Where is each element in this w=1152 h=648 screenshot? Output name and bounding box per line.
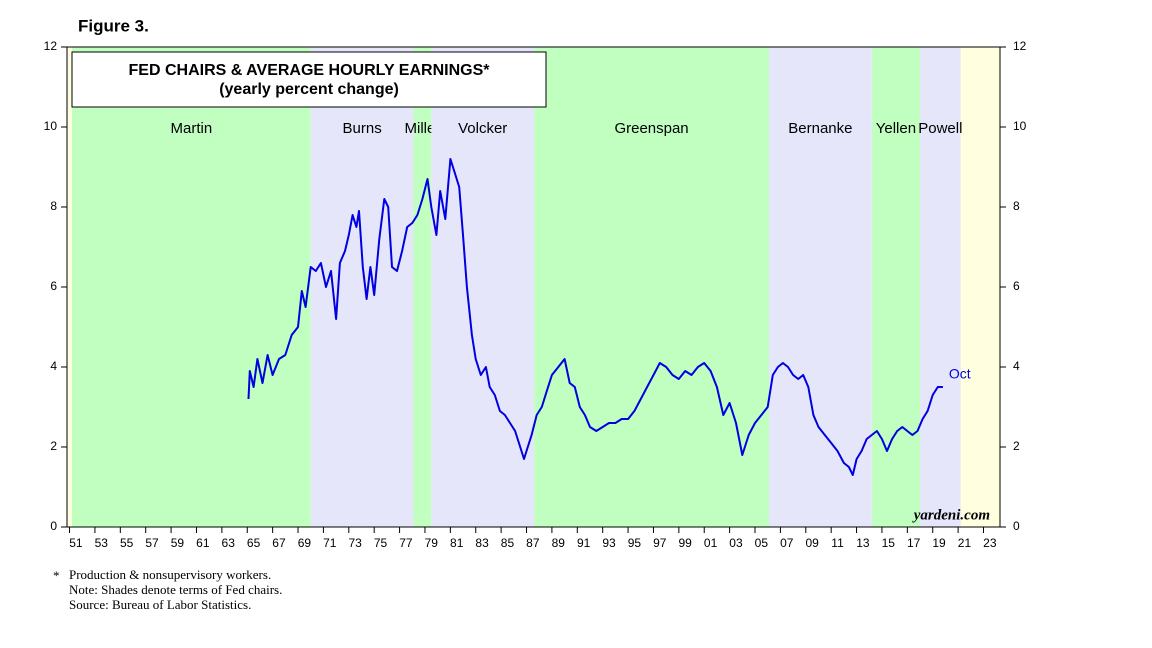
x-tick-label: 55 bbox=[120, 536, 134, 550]
x-tick-label: 61 bbox=[196, 536, 210, 550]
chair-label: Bernanke bbox=[788, 120, 852, 137]
x-tick-label: 09 bbox=[805, 536, 819, 550]
y2-tick-label: 6 bbox=[1013, 279, 1020, 293]
x-tick-label: 59 bbox=[171, 536, 185, 550]
x-tick-label: 07 bbox=[780, 536, 794, 550]
chair-label: Burns bbox=[343, 120, 382, 137]
x-tick-label: 67 bbox=[272, 536, 286, 550]
x-tick-label: 13 bbox=[856, 536, 870, 550]
footnote: Source: Bureau of Labor Statistics. bbox=[69, 597, 251, 612]
y2-tick-label: 10 bbox=[1013, 119, 1027, 133]
x-tick-label: 15 bbox=[882, 536, 896, 550]
y-tick-label: 6 bbox=[50, 279, 57, 293]
chair-band bbox=[413, 47, 432, 527]
y2-tick-label: 2 bbox=[1013, 439, 1020, 453]
y-tick-label: 12 bbox=[44, 39, 58, 53]
x-tick-label: 99 bbox=[679, 536, 693, 550]
y2-tick-label: 12 bbox=[1013, 39, 1027, 53]
x-tick-label: 79 bbox=[425, 536, 439, 550]
x-tick-label: 69 bbox=[298, 536, 312, 550]
x-tick-label: 95 bbox=[628, 536, 642, 550]
x-tick-label: 65 bbox=[247, 536, 261, 550]
x-tick-label: 81 bbox=[450, 536, 464, 550]
x-tick-label: 57 bbox=[145, 536, 159, 550]
annotation: Oct bbox=[949, 366, 971, 382]
x-tick-label: 87 bbox=[526, 536, 540, 550]
x-tick-label: 53 bbox=[95, 536, 109, 550]
y2-tick-label: 0 bbox=[1013, 519, 1020, 533]
y-tick-label: 0 bbox=[50, 519, 57, 533]
x-tick-label: 85 bbox=[501, 536, 515, 550]
x-tick-label: 77 bbox=[399, 536, 413, 550]
y2-tick-label: 8 bbox=[1013, 199, 1020, 213]
y-tick-label: 2 bbox=[50, 439, 57, 453]
x-tick-label: 83 bbox=[475, 536, 489, 550]
y-tick-label: 8 bbox=[50, 199, 57, 213]
x-tick-label: 75 bbox=[374, 536, 388, 550]
x-tick-label: 21 bbox=[958, 536, 972, 550]
x-tick-label: 23 bbox=[983, 536, 997, 550]
footnote: Note: Shades denote terms of Fed chairs. bbox=[69, 582, 282, 597]
chart-title: FED CHAIRS & AVERAGE HOURLY EARNINGS* bbox=[129, 62, 491, 79]
title-box bbox=[71, 51, 547, 108]
x-tick-label: 63 bbox=[222, 536, 236, 550]
chair-band bbox=[920, 47, 961, 527]
x-tick-label: 73 bbox=[348, 536, 362, 550]
chair-band bbox=[534, 47, 769, 527]
x-tick-label: 03 bbox=[729, 536, 743, 550]
footnote: * bbox=[53, 568, 60, 583]
chart-subtitle: (yearly percent change) bbox=[219, 81, 399, 98]
x-tick-label: 19 bbox=[932, 536, 946, 550]
chair-label: Volcker bbox=[458, 120, 507, 137]
x-tick-label: 71 bbox=[323, 536, 337, 550]
x-tick-label: 17 bbox=[907, 536, 921, 550]
x-tick-label: 97 bbox=[653, 536, 667, 550]
y2-tick-label: 4 bbox=[1013, 359, 1020, 373]
earnings-line bbox=[247, 158, 943, 476]
x-tick-label: 11 bbox=[831, 536, 844, 550]
footnote: Production & nonsupervisory workers. bbox=[69, 567, 271, 582]
x-tick-label: 05 bbox=[755, 536, 769, 550]
y-tick-label: 4 bbox=[50, 359, 57, 373]
x-tick-label: 01 bbox=[704, 536, 718, 550]
chair-label: Yellen bbox=[876, 120, 916, 137]
chair-band bbox=[72, 47, 311, 527]
chair-label: Martin bbox=[171, 120, 213, 137]
x-tick-label: 91 bbox=[577, 536, 591, 550]
chair-band bbox=[310, 47, 414, 527]
chair-band bbox=[431, 47, 535, 527]
figure-label: Figure 3. bbox=[78, 16, 149, 35]
watermark: yardeni.com bbox=[912, 507, 990, 523]
x-tick-label: 93 bbox=[602, 536, 616, 550]
chair-label: Powell bbox=[918, 120, 962, 137]
chair-label: Greenspan bbox=[614, 120, 688, 137]
x-tick-label: 89 bbox=[552, 536, 566, 550]
chair-band bbox=[871, 47, 921, 527]
y-tick-label: 10 bbox=[44, 119, 58, 133]
chair-band bbox=[768, 47, 872, 527]
x-tick-label: 51 bbox=[69, 536, 83, 550]
